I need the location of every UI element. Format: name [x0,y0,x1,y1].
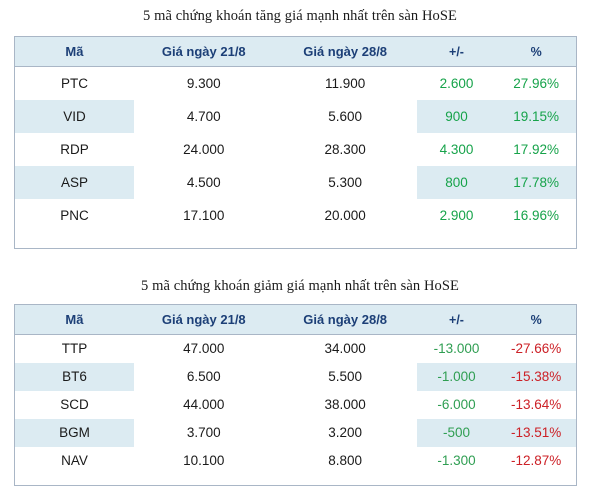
gainers-table-head: Mã Giá ngày 21/8 Giá ngày 28/8 +/- % [15,37,576,67]
cell-change: -500 [416,419,497,447]
cell-percent: 17.92% [496,133,576,166]
cell-change: 2.900 [416,199,497,232]
cell-percent: 19.15% [496,100,576,133]
losers-header-price-2: Giá ngày 28/8 [273,305,417,335]
losers-header-ma: Mã [15,305,134,335]
cell-change: -13.000 [416,334,497,363]
cell-ma: VID [15,100,134,133]
cell-price-1: 47.000 [133,334,274,363]
gainers-table-body: PTC 9.300 11.900 2.600 27.96% VID 4.700 … [15,66,576,248]
table-row: SCD 44.000 38.000 -6.000 -13.64% [15,391,576,419]
table-row: BGM 3.700 3.200 -500 -13.51% [15,419,576,447]
cell-percent: -15.38% [496,363,576,391]
cell-percent: 16.96% [496,199,576,232]
cell-price-1: 4.500 [133,166,274,199]
cell-price-2: 8.800 [273,447,417,475]
cell-change: -6.000 [416,391,497,419]
cell-percent: -13.51% [496,419,576,447]
cell-ma: BGM [15,419,134,447]
cell-price-2: 20.000 [273,199,417,232]
table-row: TTP 47.000 34.000 -13.000 -27.66% [15,334,576,363]
table-row: NAV 10.100 8.800 -1.300 -12.87% [15,447,576,475]
cell-price-2: 38.000 [273,391,417,419]
losers-table: Mã Giá ngày 21/8 Giá ngày 28/8 +/- % TTP… [15,305,576,485]
gainers-table-container: Mã Giá ngày 21/8 Giá ngày 28/8 +/- % PTC… [14,36,577,249]
cell-change: 900 [416,100,497,133]
losers-header-percent: % [496,305,576,335]
losers-table-container: Mã Giá ngày 21/8 Giá ngày 28/8 +/- % TTP… [14,304,577,486]
cell-change: 4.300 [416,133,497,166]
gainers-header-price-2: Giá ngày 28/8 [273,37,417,67]
gainers-header-ma: Mã [15,37,134,67]
table-row: VID 4.700 5.600 900 19.15% [15,100,576,133]
cell-change: 800 [416,166,497,199]
gainers-header-percent: % [496,37,576,67]
cell-ma: BT6 [15,363,134,391]
cell-percent: -13.64% [496,391,576,419]
cell-change: 2.600 [416,66,497,100]
table-row: PNC 17.100 20.000 2.900 16.96% [15,199,576,232]
cell-ma: RDP [15,133,134,166]
losers-title: 5 mã chứng khoán giảm giá mạnh nhất trên… [141,278,459,294]
losers-header-price-1: Giá ngày 21/8 [133,305,274,335]
losers-header-change: +/- [416,305,497,335]
gainers-header-row: Mã Giá ngày 21/8 Giá ngày 28/8 +/- % [15,37,576,67]
cell-price-2: 5.300 [273,166,417,199]
cell-price-2: 5.600 [273,100,417,133]
cell-price-2: 11.900 [273,66,417,100]
cell-price-1: 10.100 [133,447,274,475]
cell-price-2: 3.200 [273,419,417,447]
cell-ma: PNC [15,199,134,232]
cell-price-1: 3.700 [133,419,274,447]
cell-price-1: 9.300 [133,66,274,100]
cell-ma: NAV [15,447,134,475]
cell-ma: PTC [15,66,134,100]
cell-price-1: 6.500 [133,363,274,391]
cell-change: -1.300 [416,447,497,475]
gainers-title: 5 mã chứng khoán tăng giá mạnh nhất trên… [143,8,457,24]
cell-ma: TTP [15,334,134,363]
gainers-header-change: +/- [416,37,497,67]
table-row: BT6 6.500 5.500 -1.000 -15.38% [15,363,576,391]
cell-price-2: 5.500 [273,363,417,391]
losers-header-row: Mã Giá ngày 21/8 Giá ngày 28/8 +/- % [15,305,576,335]
table-row: PTC 9.300 11.900 2.600 27.96% [15,66,576,100]
table-bottom-spacer [15,475,576,485]
cell-percent: 17.78% [496,166,576,199]
cell-percent: -27.66% [496,334,576,363]
gainers-table: Mã Giá ngày 21/8 Giá ngày 28/8 +/- % PTC… [15,37,576,248]
losers-table-head: Mã Giá ngày 21/8 Giá ngày 28/8 +/- % [15,305,576,335]
cell-price-2: 34.000 [273,334,417,363]
table-bottom-spacer [15,232,576,248]
cell-price-1: 44.000 [133,391,274,419]
table-row: ASP 4.500 5.300 800 17.78% [15,166,576,199]
cell-price-1: 24.000 [133,133,274,166]
cell-price-1: 4.700 [133,100,274,133]
table-row: RDP 24.000 28.300 4.300 17.92% [15,133,576,166]
cell-percent: 27.96% [496,66,576,100]
cell-ma: SCD [15,391,134,419]
cell-price-2: 28.300 [273,133,417,166]
cell-percent: -12.87% [496,447,576,475]
cell-price-1: 17.100 [133,199,274,232]
cell-change: -1.000 [416,363,497,391]
gainers-header-price-1: Giá ngày 21/8 [133,37,274,67]
cell-ma: ASP [15,166,134,199]
losers-table-body: TTP 47.000 34.000 -13.000 -27.66% BT6 6.… [15,334,576,485]
